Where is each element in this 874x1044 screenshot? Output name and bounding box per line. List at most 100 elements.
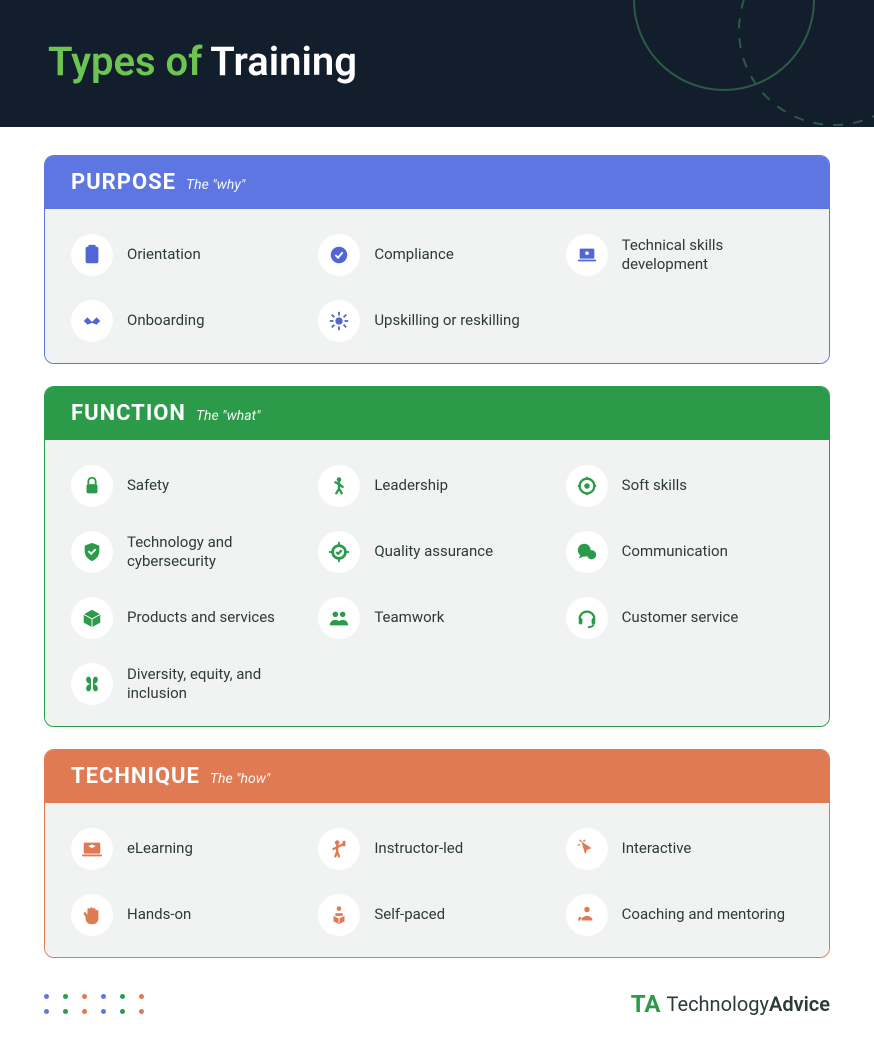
reader-icon [318,894,360,936]
section-name: PURPOSE [71,170,176,195]
item-label: Technical skills development [622,236,792,275]
headset-icon [566,597,608,639]
section-body: eLearning Instructor-led Interactive Han… [45,803,829,957]
section-card: TECHNIQUE The "how" eLearning Instructor… [44,749,830,958]
item-label: Diversity, equity, and inclusion [127,665,297,704]
section-subtitle: The "why" [186,177,245,193]
item-label: Safety [127,476,169,496]
list-item: Teamwork [318,594,555,642]
list-item: eLearning [71,825,308,873]
gear-icon [318,300,360,342]
list-item: Interactive [566,825,803,873]
item-label: Upskilling or reskilling [374,311,519,331]
checkbadge-icon [318,234,360,276]
section-subtitle: The "how" [210,771,270,787]
logo-mark: TA [631,990,661,1018]
logo: TA TechnologyAdvice [631,990,830,1018]
list-item: Products and services [71,594,308,642]
list-item: Communication [566,528,803,576]
elearning-icon [71,828,113,870]
item-label: Communication [622,542,728,562]
item-label: Customer service [622,608,739,628]
section-subtitle: The "what" [196,408,261,424]
dot-row [44,994,144,999]
clipboard-icon [71,234,113,276]
decor-dot [139,994,144,999]
list-item: Hands-on [71,891,308,939]
list-item: Diversity, equity, and inclusion [71,660,308,708]
sections-container: PURPOSE The "why" Orientation Compliance… [0,127,874,976]
title-main: Training [210,38,357,85]
team-icon [318,597,360,639]
chat-icon [566,531,608,573]
list-item: Orientation [71,231,308,279]
gear-person-icon [566,465,608,507]
decor-dot [120,994,125,999]
item-label: Hands-on [127,905,191,925]
list-item: Soft skills [566,462,803,510]
list-item: Onboarding [71,297,308,345]
section-card: PURPOSE The "why" Orientation Compliance… [44,155,830,364]
title-accent: Types of [48,38,202,85]
lock-icon [71,465,113,507]
checkgear-icon [318,531,360,573]
list-item: Quality assurance [318,528,555,576]
decor-dot [63,994,68,999]
list-item: Compliance [318,231,555,279]
list-item: Customer service [566,594,803,642]
handshake-icon [71,300,113,342]
page-header: Types of Training [0,0,874,127]
item-label: Coaching and mentoring [622,905,785,925]
section-body: Safety Leadership Soft skills Technology… [45,440,829,726]
list-item: Technical skills development [566,231,803,279]
hands-icon [71,663,113,705]
list-item: Upskilling or reskilling [318,297,555,345]
decor-dot [101,994,106,999]
header-decor-circles [614,0,874,127]
list-item: Leadership [318,462,555,510]
item-label: Technology and cybersecurity [127,533,297,572]
section-name: TECHNIQUE [71,764,200,789]
decor-dot [44,1009,49,1014]
shield-icon [71,531,113,573]
list-item: Technology and cybersecurity [71,528,308,576]
decor-dot [82,1009,87,1014]
dot-row [44,1009,144,1014]
section-header: PURPOSE The "why" [45,156,829,209]
item-label: Self-paced [374,905,445,925]
item-label: Onboarding [127,311,205,331]
item-label: Soft skills [622,476,687,496]
section-card: FUNCTION The "what" Safety Leadership So… [44,386,830,727]
list-item: Safety [71,462,308,510]
item-label: eLearning [127,839,193,859]
laptop-icon [566,234,608,276]
box-icon [71,597,113,639]
item-label: Instructor-led [374,839,463,859]
item-label: Interactive [622,839,692,859]
mentor-icon [566,894,608,936]
logo-text-bold: Advice [769,992,830,1016]
footer-dots [44,994,144,1014]
instructor-icon [318,828,360,870]
hand-icon [71,894,113,936]
page-footer: TA TechnologyAdvice [0,976,874,1044]
item-label: Compliance [374,245,453,265]
section-body: Orientation Compliance Technical skills … [45,209,829,363]
item-label: Leadership [374,476,448,496]
item-label: Quality assurance [374,542,493,562]
list-item: Self-paced [318,891,555,939]
item-label: Orientation [127,245,201,265]
leader-icon [318,465,360,507]
decor-dot [139,1009,144,1014]
item-label: Products and services [127,608,275,628]
section-header: TECHNIQUE The "how" [45,750,829,803]
section-header: FUNCTION The "what" [45,387,829,440]
item-label: Teamwork [374,608,444,628]
decor-dot [63,1009,68,1014]
list-item: Instructor-led [318,825,555,873]
logo-text-light: Technology [667,992,769,1016]
section-name: FUNCTION [71,401,186,426]
decor-dot [101,1009,106,1014]
decor-dot [82,994,87,999]
list-item: Coaching and mentoring [566,891,803,939]
